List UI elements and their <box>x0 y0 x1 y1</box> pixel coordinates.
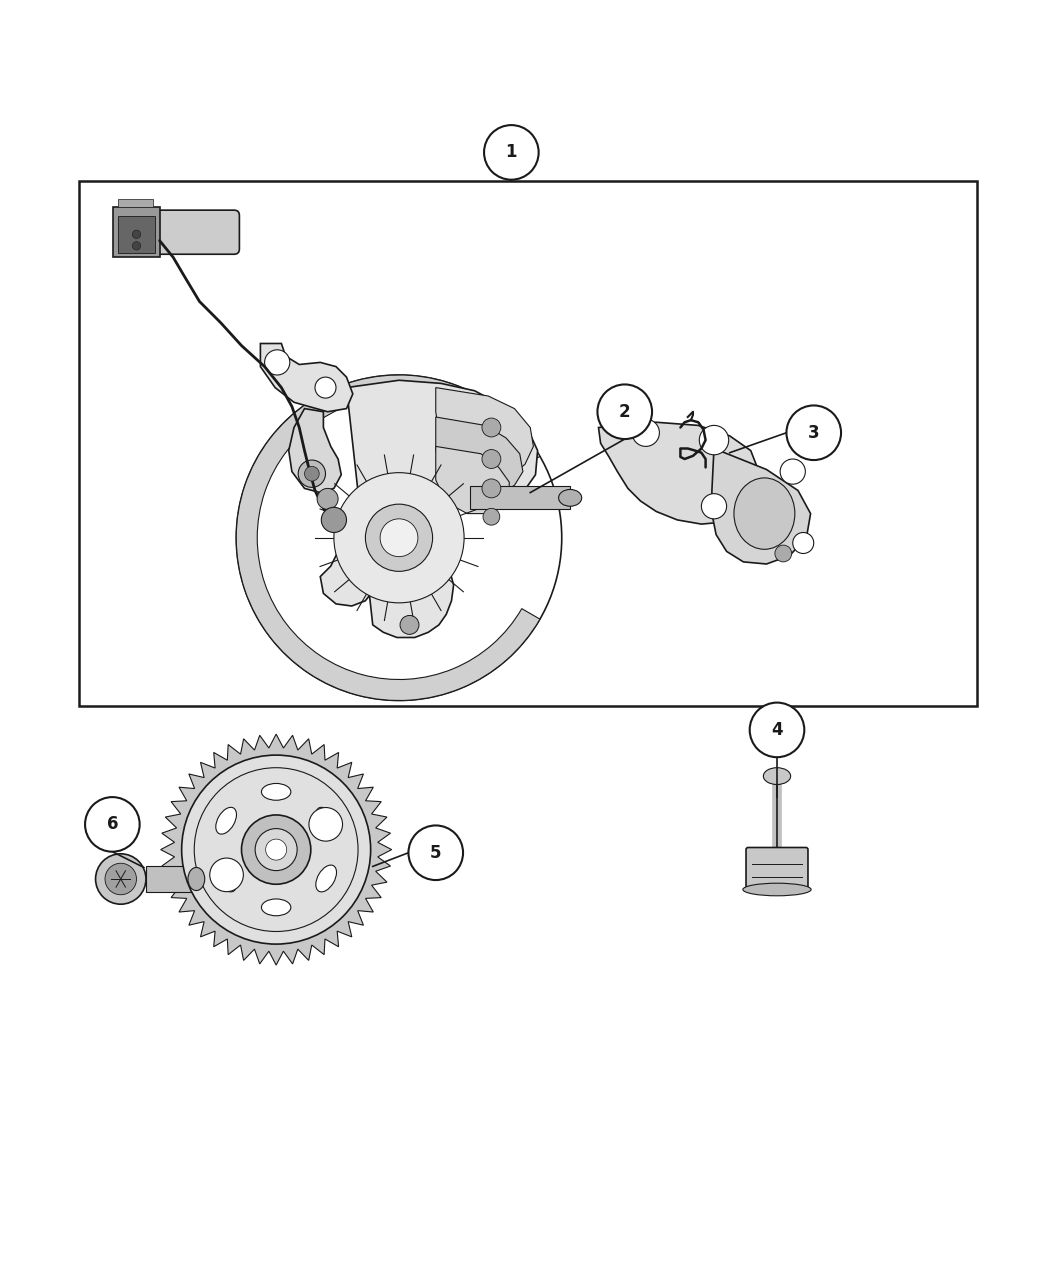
Ellipse shape <box>763 768 791 784</box>
Circle shape <box>298 460 326 487</box>
Circle shape <box>105 863 136 895</box>
Polygon shape <box>289 408 341 492</box>
Circle shape <box>482 418 501 437</box>
Circle shape <box>321 507 347 533</box>
Circle shape <box>266 839 287 861</box>
Circle shape <box>699 426 729 455</box>
Ellipse shape <box>261 783 291 801</box>
Text: 6: 6 <box>107 816 118 834</box>
Bar <box>79 181 977 706</box>
Circle shape <box>210 858 244 891</box>
Text: 4: 4 <box>771 720 783 739</box>
Polygon shape <box>436 417 523 496</box>
Circle shape <box>242 815 311 885</box>
Circle shape <box>315 377 336 398</box>
Polygon shape <box>436 446 509 514</box>
Circle shape <box>304 467 319 481</box>
Ellipse shape <box>743 884 811 896</box>
Polygon shape <box>598 422 758 524</box>
Bar <box>470 486 570 510</box>
Ellipse shape <box>316 864 336 892</box>
Circle shape <box>132 242 141 250</box>
Circle shape <box>182 755 371 944</box>
Wedge shape <box>236 375 540 700</box>
Circle shape <box>309 807 342 842</box>
Circle shape <box>255 829 297 871</box>
Circle shape <box>780 459 805 484</box>
Text: 1: 1 <box>506 143 517 162</box>
Circle shape <box>96 854 146 904</box>
Circle shape <box>750 703 804 757</box>
Circle shape <box>408 825 463 880</box>
Polygon shape <box>712 449 811 564</box>
Circle shape <box>597 385 652 439</box>
FancyBboxPatch shape <box>150 210 239 254</box>
Circle shape <box>482 479 501 497</box>
Text: 2: 2 <box>618 403 631 421</box>
Ellipse shape <box>188 867 205 890</box>
Polygon shape <box>260 343 353 412</box>
Ellipse shape <box>734 478 795 550</box>
Text: 5: 5 <box>430 844 441 862</box>
Ellipse shape <box>261 899 291 915</box>
Ellipse shape <box>216 807 236 834</box>
Ellipse shape <box>559 490 582 506</box>
Circle shape <box>793 533 814 553</box>
Circle shape <box>701 493 727 519</box>
Text: 3: 3 <box>807 423 820 441</box>
Circle shape <box>317 488 338 510</box>
Circle shape <box>482 450 501 468</box>
Circle shape <box>400 616 419 635</box>
Ellipse shape <box>216 864 236 892</box>
Bar <box>118 199 153 207</box>
Circle shape <box>484 125 539 180</box>
Circle shape <box>632 419 659 446</box>
Circle shape <box>380 519 418 557</box>
Circle shape <box>786 405 841 460</box>
Circle shape <box>265 349 290 375</box>
Bar <box>146 867 196 891</box>
Bar <box>113 207 160 258</box>
Polygon shape <box>320 380 538 638</box>
Ellipse shape <box>316 807 336 834</box>
Circle shape <box>85 797 140 852</box>
Circle shape <box>483 509 500 525</box>
Polygon shape <box>161 734 392 965</box>
Circle shape <box>334 473 464 603</box>
Bar <box>118 217 155 254</box>
Circle shape <box>132 230 141 238</box>
FancyBboxPatch shape <box>746 848 808 891</box>
Polygon shape <box>436 388 533 479</box>
Circle shape <box>365 504 433 571</box>
Circle shape <box>775 546 792 562</box>
